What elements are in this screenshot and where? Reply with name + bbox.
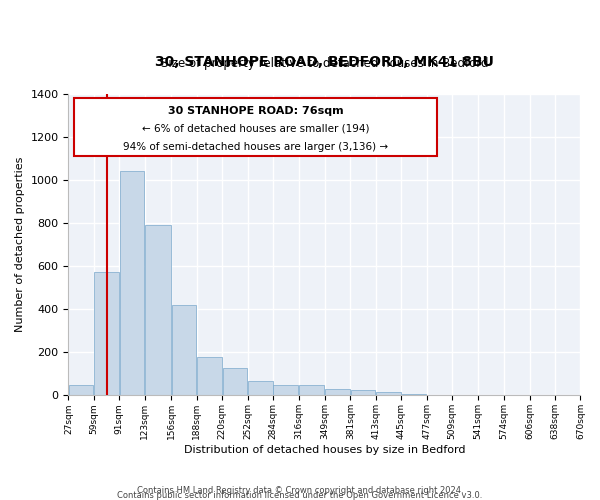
Bar <box>69 384 94 396</box>
Bar <box>402 394 427 396</box>
Bar <box>120 172 145 396</box>
Bar <box>299 384 325 396</box>
Text: ← 6% of detached houses are smaller (194): ← 6% of detached houses are smaller (194… <box>142 124 369 134</box>
Text: 30 STANHOPE ROAD: 76sqm: 30 STANHOPE ROAD: 76sqm <box>167 106 343 116</box>
Text: 94% of semi-detached houses are larger (3,136) →: 94% of semi-detached houses are larger (… <box>123 142 388 152</box>
Bar <box>248 382 272 396</box>
Bar <box>145 225 171 396</box>
Text: Size of property relative to detached houses in Bedford: Size of property relative to detached ho… <box>161 56 488 70</box>
Bar <box>94 272 119 396</box>
Y-axis label: Number of detached properties: Number of detached properties <box>15 157 25 332</box>
X-axis label: Distribution of detached houses by size in Bedford: Distribution of detached houses by size … <box>184 445 465 455</box>
Bar <box>376 392 401 396</box>
Title: 30, STANHOPE ROAD, BEDFORD, MK41 8BU: 30, STANHOPE ROAD, BEDFORD, MK41 8BU <box>155 55 494 69</box>
Bar <box>172 305 196 396</box>
Text: Contains HM Land Registry data © Crown copyright and database right 2024.: Contains HM Land Registry data © Crown c… <box>137 486 463 495</box>
Bar <box>197 356 222 396</box>
Bar <box>325 389 350 396</box>
Bar <box>274 384 298 396</box>
Bar <box>351 390 376 396</box>
Text: Contains public sector information licensed under the Open Government Licence v3: Contains public sector information licen… <box>118 490 482 500</box>
FancyBboxPatch shape <box>74 98 437 156</box>
Bar <box>223 368 247 396</box>
